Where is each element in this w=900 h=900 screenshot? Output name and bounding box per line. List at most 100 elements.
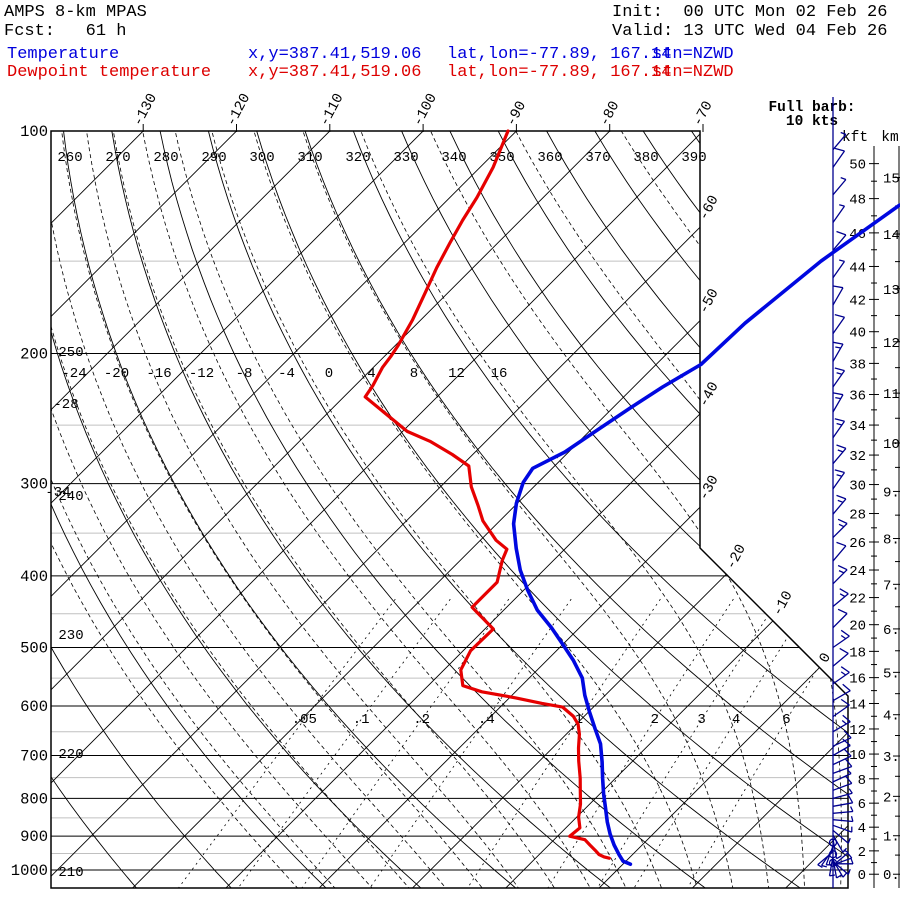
svg-text:270: 270: [105, 150, 130, 166]
svg-text:340: 340: [441, 150, 466, 166]
svg-text:380: 380: [633, 150, 658, 166]
svg-text:14: 14: [849, 697, 866, 713]
svg-text:500: 500: [20, 640, 48, 658]
svg-text:18: 18: [849, 645, 866, 661]
svg-text:12: 12: [849, 723, 866, 739]
svg-text:40: 40: [849, 326, 866, 342]
svg-text:250: 250: [58, 345, 83, 361]
svg-text:3.: 3.: [883, 750, 900, 766]
svg-text:200: 200: [20, 345, 48, 363]
legend-temperature-latlon: lat,lon=-77.89, 167.14: [447, 45, 672, 64]
svg-text:4: 4: [367, 366, 375, 382]
svg-text:0: 0: [817, 651, 835, 666]
svg-text:15.: 15.: [883, 171, 900, 187]
svg-text:210: 210: [58, 865, 83, 881]
svg-text:0.: 0.: [883, 868, 900, 884]
plot-background: [51, 131, 848, 888]
legend-dewpoint-latlon: lat,lon=-77.89, 167.14: [447, 63, 672, 82]
legend-temperature-station: stn=NZWD: [652, 45, 734, 64]
svg-text:-130: -130: [130, 91, 160, 129]
svg-text:280: 280: [153, 150, 178, 166]
svg-text:kft: kft: [842, 130, 868, 146]
svg-text:2: 2: [650, 712, 658, 728]
svg-text:km: km: [881, 130, 898, 146]
svg-text:240: 240: [58, 489, 83, 505]
svg-text:-120: -120: [224, 91, 254, 129]
plot-border: [50, 130, 849, 889]
svg-text:50: 50: [849, 158, 866, 174]
svg-text:10 kts: 10 kts: [786, 114, 838, 130]
svg-text:-34: -34: [45, 485, 70, 501]
svg-text:4.: 4.: [883, 709, 900, 725]
svg-text:220: 220: [58, 747, 83, 763]
svg-text:330: 330: [393, 150, 418, 166]
svg-text:-80: -80: [597, 99, 623, 130]
svg-text:8.: 8.: [883, 533, 900, 549]
legend-dewpoint-xy: x,y=387.41,519.06: [248, 63, 422, 82]
init-time: Init: 00 UTC Mon 02 Feb 26: [612, 3, 888, 22]
svg-text:28: 28: [849, 508, 866, 524]
svg-text:900: 900: [20, 828, 48, 846]
altitude-axes: kft km02468101214161820222426283032343638…: [842, 130, 900, 888]
svg-text:0: 0: [325, 366, 333, 382]
svg-text:390: 390: [681, 150, 706, 166]
legend-dewpoint-station: stn=NZWD: [652, 63, 734, 82]
svg-text:6.: 6.: [883, 623, 900, 639]
svg-text:2: 2: [858, 845, 866, 861]
svg-text:.1: .1: [353, 712, 370, 728]
svg-text:22: 22: [849, 592, 866, 608]
temperature-curve: [511, 203, 900, 866]
wind-barb-column: Full barb:10 kts: [768, 97, 856, 888]
svg-text:13.: 13.: [883, 283, 900, 299]
svg-text:.4: .4: [478, 712, 495, 728]
svg-text:100: 100: [20, 123, 48, 141]
svg-text:-10: -10: [770, 589, 796, 620]
svg-text:1: 1: [575, 712, 583, 728]
svg-text:800: 800: [20, 790, 48, 808]
svg-text:600: 600: [20, 698, 48, 716]
forecast-hour: Fcst: 61 h: [4, 22, 127, 41]
legend-dewpoint-label: Dewpoint temperature: [7, 63, 212, 82]
svg-text:14.: 14.: [883, 228, 900, 244]
svg-text:-16: -16: [146, 366, 171, 382]
svg-text:4: 4: [858, 821, 866, 837]
svg-text:-100: -100: [410, 91, 440, 129]
svg-text:1.: 1.: [883, 830, 900, 846]
svg-text:34: 34: [849, 419, 866, 435]
svg-text:-110: -110: [317, 91, 347, 129]
valid-time: Valid: 13 UTC Wed 04 Feb 26: [612, 22, 888, 41]
svg-text:-24: -24: [61, 366, 86, 382]
svg-text:370: 370: [585, 150, 610, 166]
svg-text:-90: -90: [504, 99, 530, 130]
svg-text:10.: 10.: [883, 437, 900, 453]
svg-text:6: 6: [782, 712, 790, 728]
svg-text:8: 8: [858, 773, 866, 789]
svg-text:2.: 2.: [883, 790, 900, 806]
svg-text:-12: -12: [189, 366, 214, 382]
svg-text:320: 320: [345, 150, 370, 166]
svg-text:-20: -20: [724, 542, 750, 573]
svg-text:290: 290: [201, 150, 226, 166]
svg-text:48: 48: [849, 193, 866, 209]
svg-text:12.: 12.: [883, 336, 900, 352]
svg-text:-70: -70: [690, 99, 716, 130]
svg-text:11.: 11.: [883, 387, 900, 403]
svg-text:38: 38: [849, 357, 866, 373]
svg-text:Full barb:: Full barb:: [768, 100, 855, 116]
model-title: AMPS 8-km MPAS: [4, 3, 147, 22]
svg-text:700: 700: [20, 748, 48, 766]
svg-text:16: 16: [491, 366, 508, 382]
svg-text:12: 12: [448, 366, 465, 382]
svg-text:10: 10: [849, 748, 866, 764]
legend-temperature-xy: x,y=387.41,519.06: [248, 45, 422, 64]
svg-text:360: 360: [537, 150, 562, 166]
svg-text:32: 32: [849, 449, 866, 465]
svg-text:.05: .05: [292, 712, 317, 728]
svg-text:3: 3: [697, 712, 705, 728]
svg-text:7.: 7.: [883, 578, 900, 594]
svg-text:9.: 9.: [883, 485, 900, 501]
svg-text:310: 310: [297, 150, 322, 166]
svg-text:20: 20: [849, 619, 866, 635]
